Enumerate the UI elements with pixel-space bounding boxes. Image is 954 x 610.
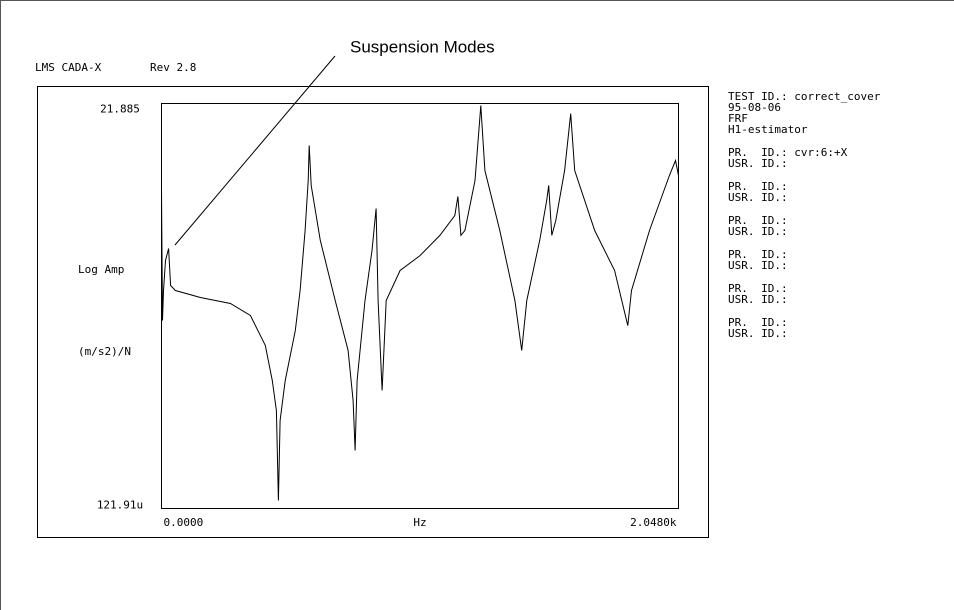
- x-tick-label: 2.0480k: [630, 516, 677, 529]
- info-text: USR. ID.:: [728, 191, 788, 204]
- y-tick-label: 121.91u: [97, 499, 143, 512]
- info-text: USR. ID.:: [728, 225, 788, 238]
- info-text: PR. ID.: cvr:6:+X: [728, 146, 848, 159]
- info-text: PR. ID.:: [728, 248, 788, 261]
- info-text: USR. ID.:: [728, 259, 788, 272]
- info-text: 95-08-06: [728, 101, 781, 114]
- info-text: TEST ID.: correct_cover: [728, 90, 881, 103]
- info-text: PR. ID.:: [728, 214, 788, 227]
- info-text: PR. ID.:: [728, 180, 788, 193]
- info-text: USR. ID.:: [728, 327, 788, 340]
- frf-curve: [161, 105, 679, 501]
- x-tick-label: 0.0000: [164, 516, 204, 529]
- y-axis-unit: (m/s2)/N: [78, 345, 131, 358]
- annotation: Suspension Modes: [350, 37, 495, 56]
- y-axis-label: Log Amp: [78, 263, 124, 276]
- annotation-line: [174, 55, 336, 246]
- plot-frame: [37, 86, 709, 538]
- x-axis-label: Hz: [413, 516, 426, 529]
- info-text: H1-estimator: [728, 123, 808, 136]
- header-left: LMS CADA-X: [35, 61, 102, 74]
- info-text: USR. ID.:: [728, 157, 788, 170]
- info-text: FRF: [728, 112, 748, 125]
- info-text: USR. ID.:: [728, 293, 788, 306]
- info-text: PR. ID.:: [728, 282, 788, 295]
- axes-box: [161, 103, 679, 509]
- header-right: Rev 2.8: [150, 61, 196, 74]
- info-text: PR. ID.:: [728, 316, 788, 329]
- y-tick-label: 21.885: [100, 103, 140, 116]
